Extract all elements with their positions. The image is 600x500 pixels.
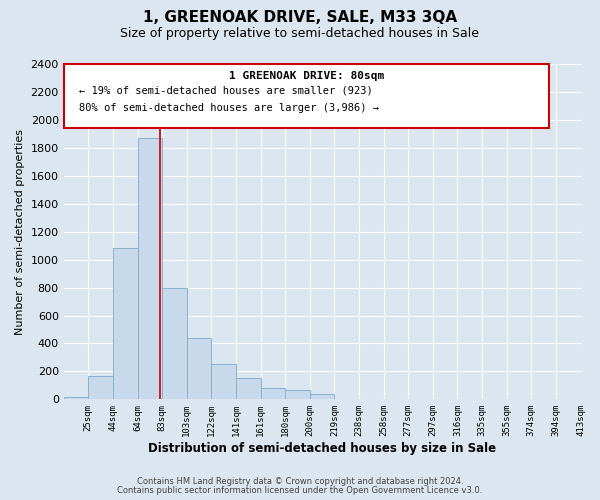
Text: 1, GREENOAK DRIVE, SALE, M33 3QA: 1, GREENOAK DRIVE, SALE, M33 3QA: [143, 10, 457, 25]
Text: Contains public sector information licensed under the Open Government Licence v3: Contains public sector information licen…: [118, 486, 482, 495]
Bar: [285, 390, 310, 400]
Bar: [113, 248, 137, 400]
Bar: [137, 138, 162, 400]
Bar: [162, 288, 187, 400]
Bar: [260, 388, 285, 400]
Y-axis label: Number of semi-detached properties: Number of semi-detached properties: [15, 128, 25, 334]
Bar: [211, 364, 236, 400]
Text: 80% of semi-detached houses are larger (3,986) →: 80% of semi-detached houses are larger (…: [79, 102, 379, 113]
Bar: [310, 394, 334, 400]
Bar: [334, 398, 359, 400]
Bar: [187, 338, 211, 400]
FancyBboxPatch shape: [64, 64, 550, 128]
Bar: [88, 376, 113, 400]
Bar: [236, 378, 260, 400]
Text: 1 GREENOAK DRIVE: 80sqm: 1 GREENOAK DRIVE: 80sqm: [229, 70, 384, 81]
X-axis label: Distribution of semi-detached houses by size in Sale: Distribution of semi-detached houses by …: [148, 442, 496, 455]
Text: Contains HM Land Registry data © Crown copyright and database right 2024.: Contains HM Land Registry data © Crown c…: [137, 477, 463, 486]
Text: ← 19% of semi-detached houses are smaller (923): ← 19% of semi-detached houses are smalle…: [79, 86, 373, 96]
Text: Size of property relative to semi-detached houses in Sale: Size of property relative to semi-detach…: [121, 28, 479, 40]
Bar: [64, 396, 88, 400]
